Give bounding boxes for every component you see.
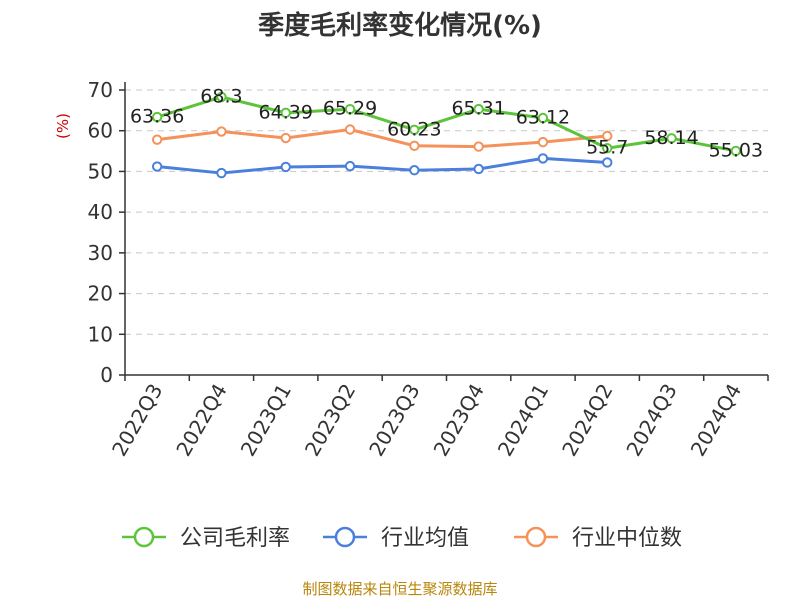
data-point	[666, 133, 677, 144]
data-point	[537, 136, 549, 148]
chart-title: 季度毛利率变化情况(%)	[258, 10, 542, 41]
series-line-2	[156, 127, 608, 149]
legend-swatch-marker	[525, 526, 547, 548]
x-tick-label: 2024Q2	[557, 380, 617, 461]
series-lines	[151, 91, 742, 179]
legend-label: 行业中位数	[572, 526, 682, 551]
x-tick-label: 2024Q1	[493, 380, 553, 461]
y-tick-label: 40	[88, 200, 113, 224]
data-point	[409, 140, 420, 151]
legend: 公司毛利率 行业均值 行业中位数	[122, 526, 682, 551]
data-point	[602, 143, 613, 154]
data-point	[537, 153, 549, 164]
data-point	[216, 126, 227, 137]
x-tick-label: 2023Q1	[236, 380, 296, 461]
legend-label: 公司毛利率	[180, 526, 290, 551]
y-tick-label: 70	[88, 78, 113, 102]
data-point	[409, 165, 420, 176]
y-tick-label: 0	[100, 363, 113, 387]
data-label: 55.03	[709, 139, 763, 161]
x-tick-label: 2024Q3	[621, 380, 681, 461]
y-axis-label: (%)	[54, 113, 72, 139]
data-point	[602, 130, 613, 142]
data-point	[280, 132, 291, 144]
data-point	[473, 163, 484, 175]
y-tick-label: 20	[88, 282, 113, 306]
data-label: 58.14	[644, 127, 698, 149]
data-point	[151, 134, 163, 145]
grid-lines	[125, 89, 768, 335]
data-label: 55.7	[586, 137, 628, 159]
data-label: 68.3	[200, 85, 242, 107]
y-tick-label: 60	[88, 119, 113, 143]
y-tick-label: 50	[88, 159, 113, 183]
x-tick-label: 2023Q4	[429, 380, 489, 461]
data-labels: 63.36 68.3 64.39 65.29 60.23 65.31 63.12 55.7 58…	[130, 85, 763, 161]
source-note: 制图数据来自恒生聚源数据库	[302, 580, 497, 598]
x-tick-label: 2023Q3	[364, 380, 424, 461]
data-point	[473, 103, 484, 115]
data-point	[151, 111, 163, 123]
data-point	[151, 161, 163, 172]
data-label: 60.23	[387, 118, 441, 140]
legend-swatch-marker	[133, 526, 155, 548]
data-point	[602, 157, 613, 168]
series-line-0	[156, 95, 737, 153]
data-point	[280, 161, 291, 173]
x-tick-label: 2022Q4	[171, 380, 231, 461]
data-point	[344, 103, 356, 115]
data-point	[344, 160, 356, 172]
data-label: 64.39	[259, 101, 313, 123]
data-point	[216, 91, 227, 103]
data-point	[537, 112, 549, 124]
y-tick-label: 30	[88, 241, 113, 265]
data-label: 65.29	[323, 98, 377, 120]
data-label: 63.36	[130, 106, 184, 128]
x-tick-label: 2023Q2	[300, 380, 360, 461]
data-point	[216, 167, 227, 179]
data-point	[280, 107, 291, 119]
data-point	[344, 124, 356, 135]
data-point	[409, 124, 420, 135]
data-label: 63.12	[516, 107, 570, 129]
data-label: 65.31	[451, 98, 505, 120]
data-point	[730, 145, 742, 157]
x-tick-label: 2024Q4	[686, 380, 746, 461]
y-tick-label: 10	[88, 322, 113, 346]
legend-swatch-marker	[334, 526, 356, 548]
legend-label: 行业均值	[381, 526, 469, 551]
data-point	[473, 141, 484, 152]
series-line-1	[156, 156, 608, 175]
x-tick-label: 2022Q3	[107, 380, 167, 461]
